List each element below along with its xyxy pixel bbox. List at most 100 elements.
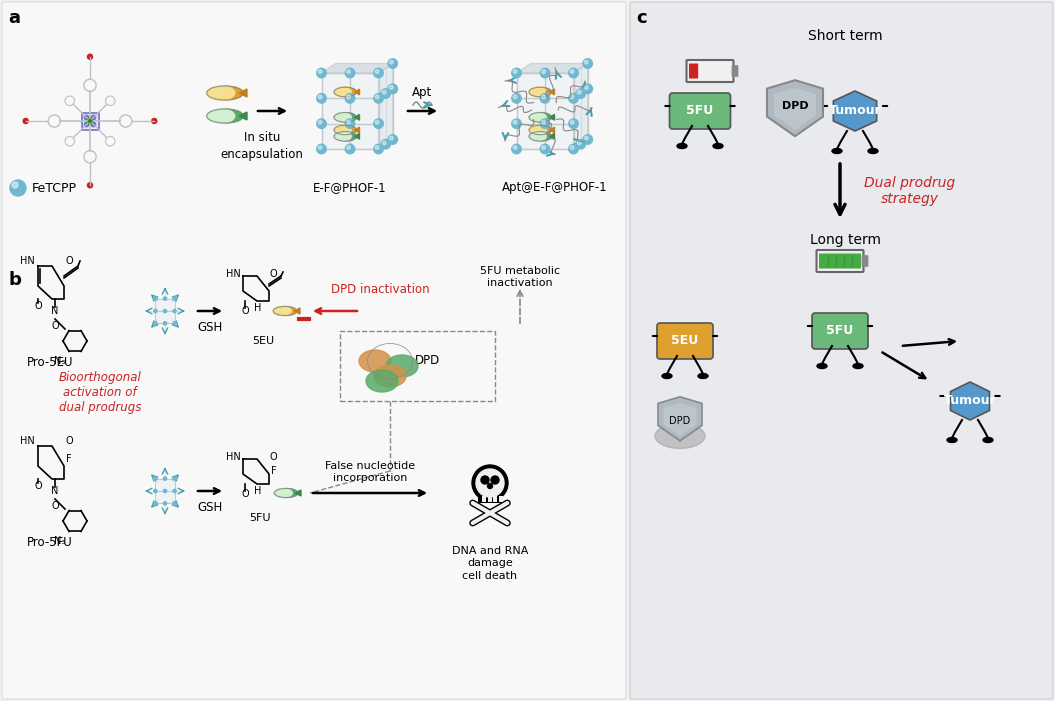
Ellipse shape (530, 113, 552, 122)
FancyBboxPatch shape (517, 73, 574, 149)
Circle shape (570, 146, 574, 149)
Ellipse shape (832, 149, 842, 154)
FancyBboxPatch shape (487, 496, 492, 502)
Circle shape (84, 115, 89, 119)
Ellipse shape (334, 132, 357, 141)
FancyBboxPatch shape (817, 250, 863, 272)
Ellipse shape (334, 132, 351, 141)
Circle shape (347, 69, 350, 74)
Circle shape (376, 146, 379, 149)
Circle shape (164, 489, 167, 493)
Text: O: O (269, 452, 276, 462)
Text: O: O (242, 489, 249, 499)
Circle shape (388, 84, 398, 93)
Polygon shape (379, 64, 392, 149)
Polygon shape (239, 112, 247, 120)
Circle shape (173, 477, 176, 480)
Circle shape (164, 477, 167, 480)
Circle shape (577, 141, 581, 144)
Circle shape (381, 139, 390, 149)
Polygon shape (774, 88, 816, 130)
Ellipse shape (334, 113, 351, 122)
Text: HN: HN (226, 452, 241, 462)
Circle shape (540, 119, 550, 128)
Ellipse shape (334, 113, 357, 122)
Ellipse shape (273, 306, 291, 315)
Ellipse shape (530, 113, 546, 122)
Ellipse shape (207, 86, 244, 100)
Circle shape (164, 502, 167, 505)
Circle shape (92, 115, 96, 119)
Circle shape (570, 95, 574, 99)
FancyBboxPatch shape (155, 479, 175, 503)
Circle shape (381, 89, 390, 98)
Ellipse shape (359, 350, 391, 372)
Ellipse shape (334, 87, 357, 97)
Circle shape (576, 139, 586, 149)
Circle shape (173, 322, 176, 325)
Ellipse shape (853, 364, 863, 369)
Circle shape (388, 135, 398, 144)
Circle shape (513, 69, 517, 74)
Text: O: O (66, 436, 74, 446)
Ellipse shape (334, 125, 357, 135)
Text: O: O (269, 269, 276, 279)
Circle shape (512, 119, 521, 128)
Ellipse shape (334, 125, 351, 135)
Ellipse shape (713, 144, 723, 149)
Text: H: H (254, 486, 262, 496)
Circle shape (88, 183, 93, 188)
Circle shape (9, 180, 26, 196)
Circle shape (512, 93, 521, 103)
Polygon shape (550, 89, 555, 95)
Polygon shape (354, 133, 360, 139)
Circle shape (173, 297, 176, 300)
Circle shape (541, 146, 545, 149)
Circle shape (164, 297, 167, 300)
Text: O: O (52, 321, 59, 331)
Circle shape (173, 502, 176, 505)
Ellipse shape (698, 374, 708, 379)
FancyBboxPatch shape (687, 60, 733, 82)
Text: O: O (52, 501, 59, 511)
Circle shape (154, 309, 157, 313)
Circle shape (164, 322, 167, 325)
Circle shape (84, 123, 89, 127)
FancyBboxPatch shape (81, 112, 98, 130)
Text: Apt@E-F@PHOF-1: Apt@E-F@PHOF-1 (502, 181, 608, 194)
Circle shape (173, 489, 176, 493)
Circle shape (576, 89, 586, 98)
Ellipse shape (983, 437, 993, 442)
Polygon shape (550, 127, 555, 133)
Circle shape (491, 476, 499, 484)
Polygon shape (574, 64, 588, 149)
Text: 5FU metabolic
inactivation: 5FU metabolic inactivation (480, 266, 560, 287)
Text: FeTCPP: FeTCPP (32, 182, 77, 194)
FancyBboxPatch shape (657, 323, 713, 359)
Ellipse shape (661, 374, 672, 379)
FancyBboxPatch shape (155, 299, 175, 323)
Polygon shape (295, 490, 301, 496)
Text: Bioorthogonal
activation of
dual prodrugs: Bioorthogonal activation of dual prodrug… (59, 371, 141, 414)
FancyBboxPatch shape (2, 2, 626, 699)
FancyBboxPatch shape (630, 2, 1053, 699)
Ellipse shape (677, 144, 687, 149)
Polygon shape (658, 397, 702, 441)
Circle shape (569, 144, 578, 154)
Circle shape (92, 123, 96, 127)
Circle shape (154, 297, 157, 300)
Text: DPD: DPD (782, 101, 808, 111)
Circle shape (512, 68, 521, 78)
Circle shape (88, 54, 93, 60)
Circle shape (347, 121, 350, 124)
Ellipse shape (868, 149, 878, 154)
Circle shape (173, 309, 176, 313)
Circle shape (540, 93, 550, 103)
Circle shape (584, 136, 589, 140)
Text: 5FU: 5FU (249, 513, 271, 523)
Circle shape (154, 489, 157, 493)
Text: N₃: N₃ (54, 536, 65, 546)
Ellipse shape (530, 132, 552, 141)
Circle shape (347, 146, 350, 149)
Circle shape (373, 93, 383, 103)
